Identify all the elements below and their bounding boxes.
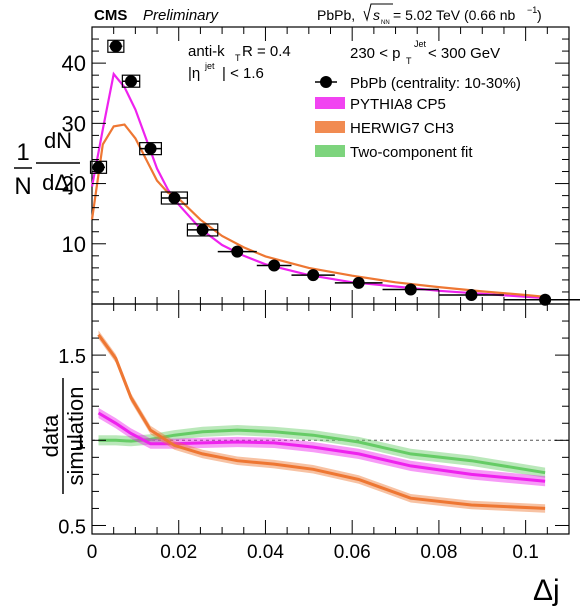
data-point — [160, 191, 189, 205]
ratio-curve-herwig7 — [97, 333, 546, 510]
radius-text: R = 0.4 — [242, 43, 291, 60]
sqrt-s: s — [373, 7, 380, 23]
data-point-marker — [352, 276, 365, 289]
data-point — [256, 259, 292, 272]
data-point-marker — [268, 259, 281, 272]
eta-cut-label: |η jet | < 1.6 — [188, 61, 264, 82]
ratio-y-tick-label: 0.5 — [58, 516, 86, 538]
data-point — [139, 142, 162, 156]
y-tick-label: 10 — [62, 232, 86, 257]
data-point-marker — [539, 293, 552, 306]
x-tick-label: 0 — [87, 542, 98, 563]
pt-pre: 230 < p — [350, 45, 400, 62]
legend-herwig-swatch — [315, 121, 345, 133]
data-point-marker — [307, 269, 320, 282]
system-energy: = 5.02 TeV (0.66 nb — [393, 7, 516, 23]
experiment-label: CMS — [94, 7, 127, 24]
ratio-ylabel: data simulation — [38, 378, 88, 494]
x-tick-label: 0.02 — [160, 542, 197, 563]
legend-herwig-label: HERWIG7 CH3 — [350, 120, 454, 137]
ratio-band-herwig7 — [98, 330, 546, 513]
legend-data-label: PbPb (centrality: 10-30%) — [350, 75, 521, 92]
pt-post: < 300 GeV — [428, 45, 500, 62]
top-ylabel-dn: dN — [44, 128, 72, 153]
system-suffix: ) — [537, 7, 542, 23]
sqrt-s-nn: NN — [381, 20, 390, 26]
eta-pre: |η — [188, 65, 200, 82]
x-axis-label: Δj — [533, 574, 560, 607]
top-curve-herwig7 — [90, 123, 546, 298]
legend-item-data: PbPb (centrality: 10-30%) — [315, 75, 521, 92]
algo-sub: T — [235, 53, 241, 63]
data-point-marker — [144, 142, 157, 155]
data-point-marker — [231, 245, 244, 258]
ratio-ylabel-data: data — [38, 414, 63, 458]
ratio-curve-pythia8 — [97, 411, 546, 483]
legend-data-marker — [320, 76, 332, 88]
data-point — [334, 276, 383, 289]
algo-text: anti-k — [188, 43, 225, 60]
legend: PbPb (centrality: 10-30%) PYTHIA8 CP5 HE… — [315, 75, 521, 161]
data-point-marker — [168, 192, 181, 205]
status-label: Preliminary — [143, 7, 220, 24]
data-point-marker — [404, 283, 417, 296]
data-point-marker — [196, 223, 209, 236]
y-tick-label: 20 — [62, 172, 86, 197]
x-tick-label: 0.04 — [247, 542, 284, 563]
lumi-exponent: −1 — [527, 5, 537, 15]
system-label: PbPb, s NN = 5.02 TeV (0.66 nb −1 ) — [317, 3, 542, 26]
data-point — [186, 223, 219, 237]
legend-item-pythia: PYTHIA8 CP5 — [315, 96, 446, 113]
x-tick-label: 0.08 — [420, 542, 457, 563]
legend-pythia-label: PYTHIA8 CP5 — [350, 96, 446, 113]
legend-fit-swatch — [315, 145, 345, 157]
ratio-y-tick-label: 1.5 — [58, 346, 86, 368]
y-tick-label: 40 — [62, 51, 86, 76]
data-point — [291, 269, 335, 282]
data-point-marker — [125, 75, 138, 88]
jet-algorithm-label: anti-k T R = 0.4 — [188, 43, 291, 63]
data-point — [382, 283, 439, 296]
top-ylabel: 1 N dN dΔj — [14, 128, 80, 200]
top-ylabel-n: N — [14, 173, 31, 200]
top-ylabel-one: 1 — [16, 139, 29, 166]
y-tick-label: 30 — [62, 111, 86, 136]
ratio-plot-area — [92, 330, 569, 513]
data-point — [217, 245, 257, 258]
legend-pythia-swatch — [315, 97, 345, 109]
data-point — [503, 293, 580, 306]
axes: 0 0.02 0.04 0.06 0.08 0.1 10 20 30 40 0.5 1 1.5 — [58, 26, 570, 563]
legend-item-herwig: HERWIG7 CH3 — [315, 120, 454, 137]
ratio-y-tick-label: 1 — [75, 431, 86, 453]
data-point-marker — [92, 161, 105, 174]
bottom-panel-frame — [91, 303, 570, 535]
x-tick-label: 0.1 — [512, 542, 538, 563]
system-prefix: PbPb, — [317, 7, 355, 23]
sqrt-icon — [363, 3, 393, 22]
data-point-marker — [465, 288, 478, 301]
pt-range-label: 230 < p T Jet < 300 GeV — [350, 39, 500, 66]
eta-post: | < 1.6 — [222, 65, 264, 82]
legend-fit-label: Two-component fit — [350, 144, 473, 161]
pt-sup: Jet — [414, 39, 427, 49]
data-point-marker — [109, 40, 122, 53]
top-ylabel-ddj: dΔj — [42, 170, 74, 195]
data-point — [121, 74, 141, 88]
data-point — [89, 160, 108, 174]
pt-sub: T — [406, 56, 412, 66]
data-point — [438, 288, 504, 301]
x-tick-label: 0.06 — [334, 542, 371, 563]
eta-sup: jet — [204, 61, 215, 71]
ratio-ylabel-sim: simulation — [63, 386, 88, 485]
top-plot-area — [89, 39, 580, 306]
top-panel-frame — [91, 26, 570, 305]
data-point — [107, 39, 125, 53]
ratio-curve-two-component — [98, 428, 546, 475]
legend-item-fit: Two-component fit — [315, 144, 473, 161]
